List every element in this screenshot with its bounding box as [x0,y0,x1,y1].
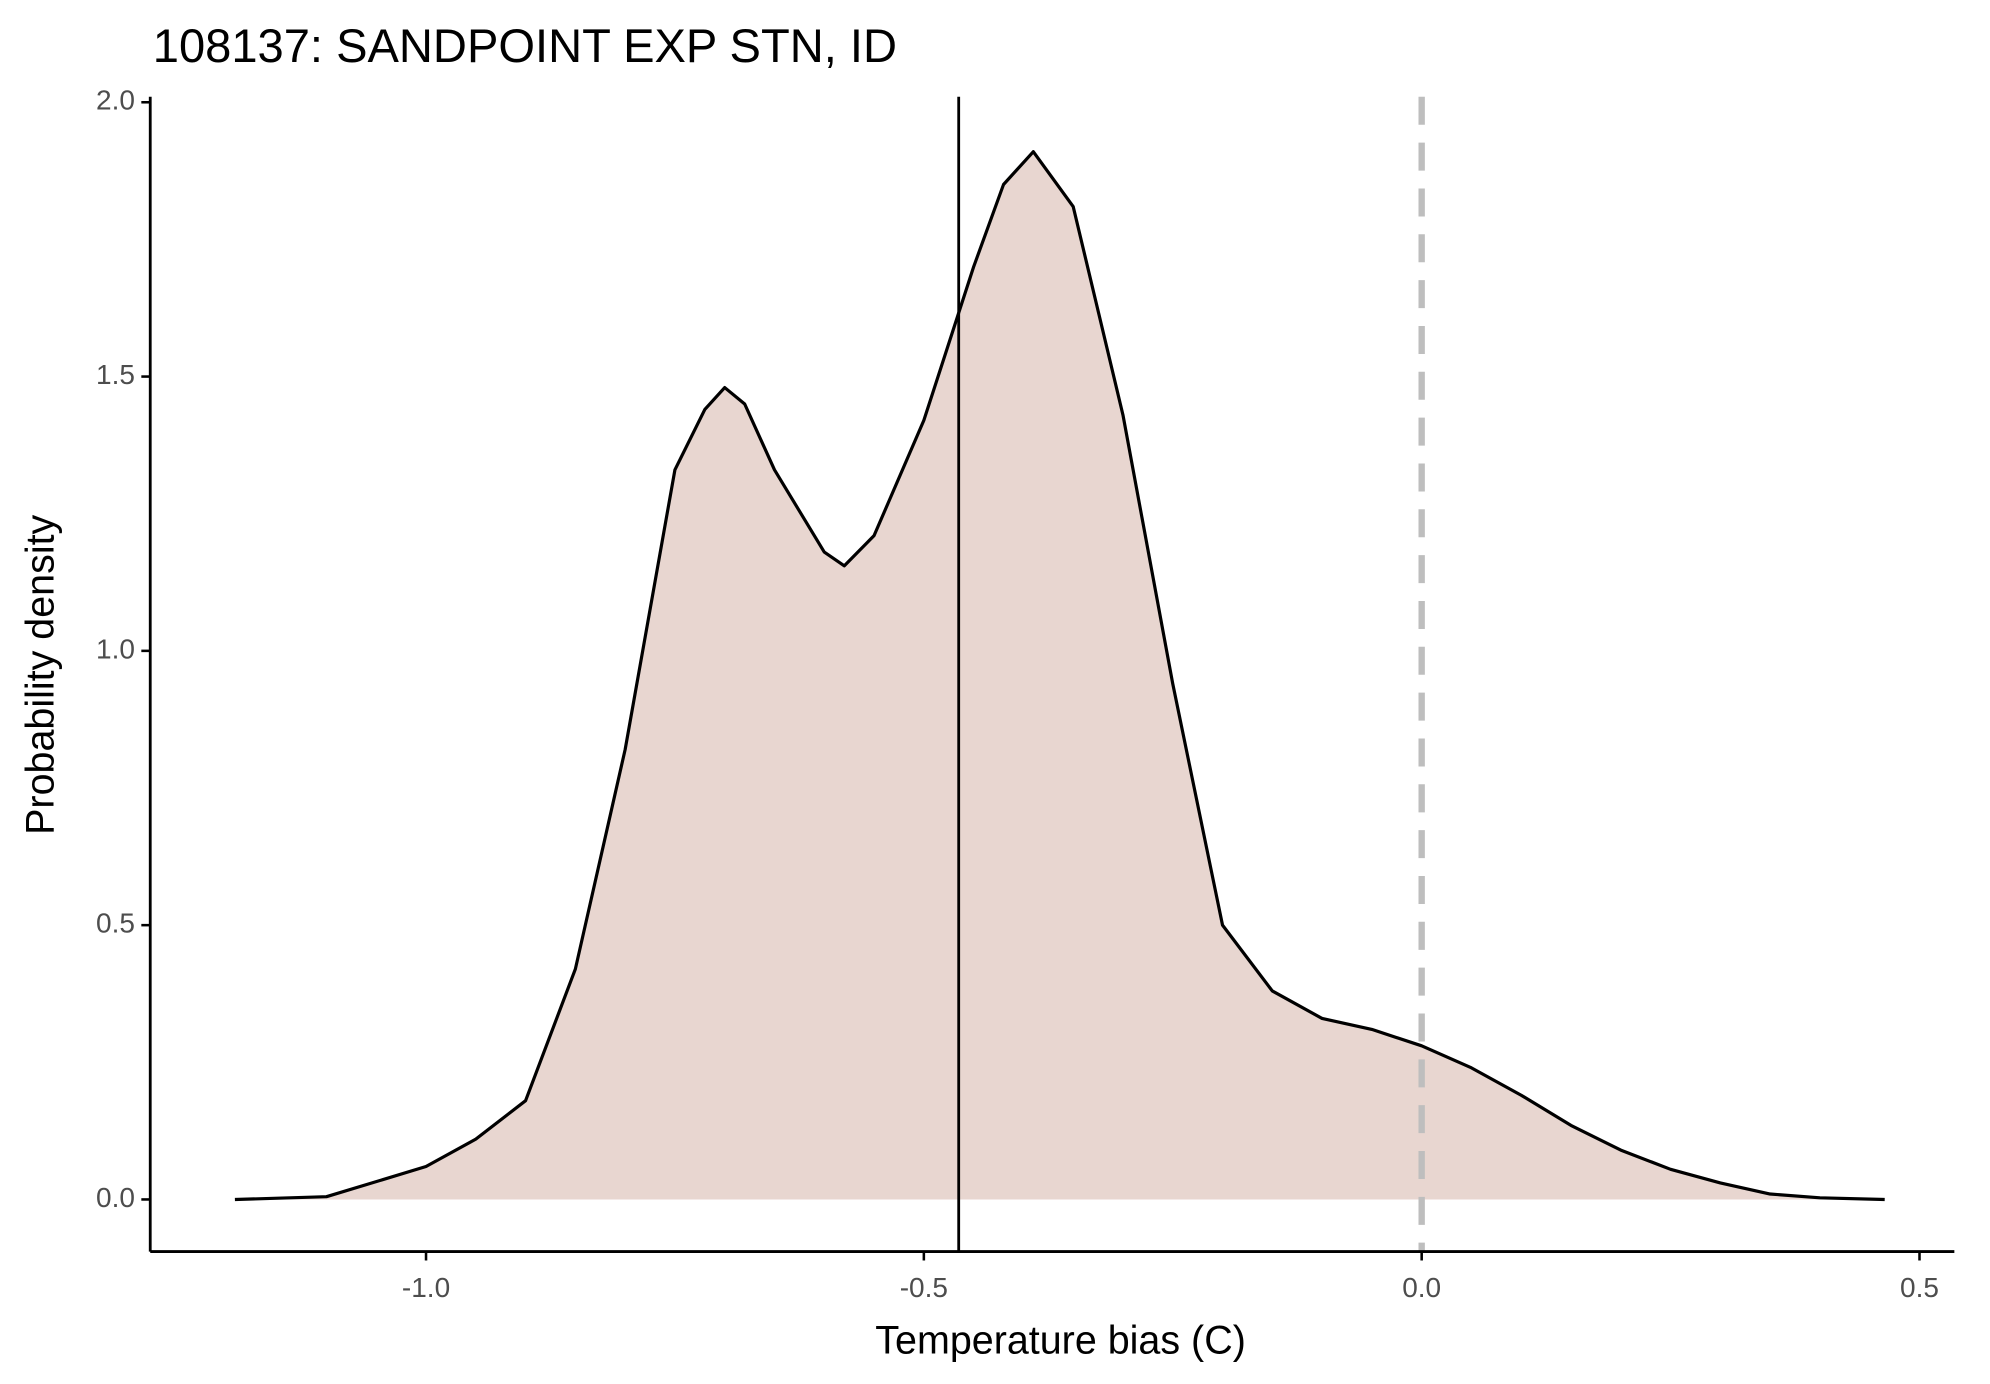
density-line [234,150,1885,1202]
density-area [234,151,1885,1200]
y-tick-label: 1.5 [96,359,135,390]
y-tick-label: 0.0 [96,1182,135,1213]
x-tick-label: 0.0 [1402,1272,1441,1303]
x-tick-label: 0.5 [1900,1272,1939,1303]
x-axis-title: Temperature bias (C) [875,1319,1246,1363]
chart-title: 108137: SANDPOINT EXP STN, ID [153,19,897,72]
y-tick-label: 2.0 [96,85,135,116]
x-tick-label: -0.5 [900,1272,948,1303]
y-tick-label: 0.5 [96,908,135,939]
y-tick-label: 1.0 [96,633,135,664]
y-axis-title: Probability density [19,514,63,834]
x-tick-label: -1.0 [402,1272,450,1303]
